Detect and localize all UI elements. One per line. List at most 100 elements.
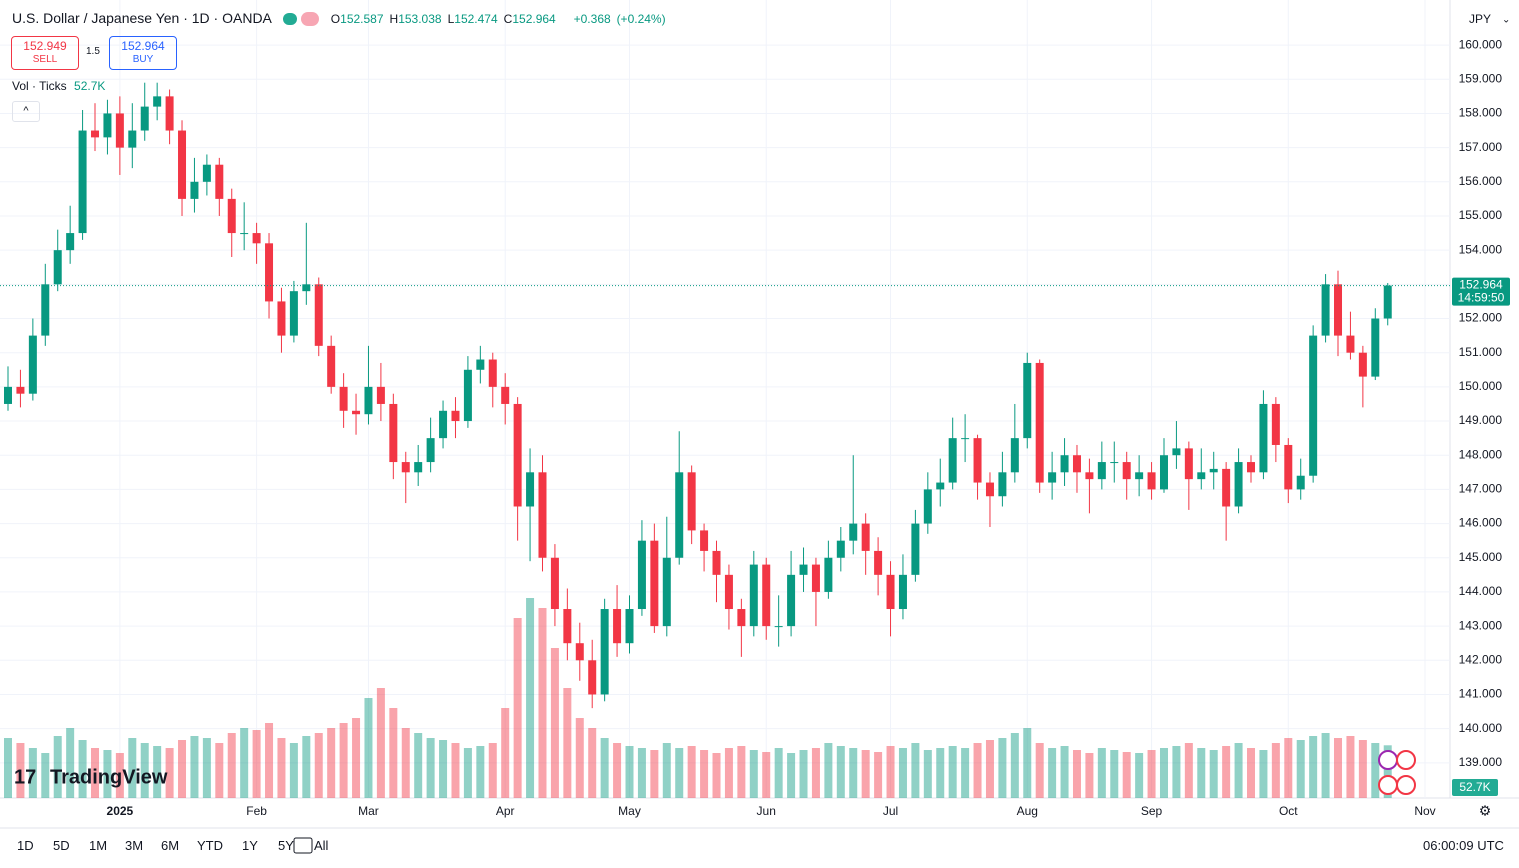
candle-body xyxy=(289,291,298,336)
y-tick-label: 142.000 xyxy=(1459,652,1503,666)
candle-body xyxy=(1035,362,1044,483)
ohlc-value: 152.587 xyxy=(340,12,384,26)
volume-bar xyxy=(600,738,609,798)
candle-body xyxy=(202,164,211,182)
range-button[interactable]: YTD xyxy=(197,838,223,853)
volume-bar xyxy=(1234,743,1243,798)
range-button[interactable]: 1Y xyxy=(242,838,258,853)
candle-body xyxy=(1147,472,1156,490)
range-button[interactable]: 3M xyxy=(125,838,144,853)
volume-bar xyxy=(41,753,50,798)
ohlc-key: C xyxy=(503,12,513,26)
event-icon[interactable] xyxy=(1396,750,1416,770)
sell-button[interactable]: 152.949 SELL xyxy=(11,36,79,70)
volume-bar xyxy=(339,723,348,798)
candle-body xyxy=(1234,462,1243,507)
x-tick-label: Nov xyxy=(1414,804,1435,818)
range-button[interactable]: 5D xyxy=(53,838,70,853)
spread: 1.5 xyxy=(86,46,100,57)
volume-bar xyxy=(451,743,460,798)
candle-body xyxy=(215,164,224,199)
volume-bar xyxy=(787,753,796,798)
candle-body xyxy=(874,550,883,575)
candle-body xyxy=(575,643,584,661)
volume-bar xyxy=(1072,750,1081,798)
ohlc-item: O152.587 xyxy=(331,12,390,26)
volume-bar xyxy=(662,743,671,798)
volume-bar xyxy=(1321,733,1330,798)
y-tick-label: 160.000 xyxy=(1459,37,1503,51)
candle-body xyxy=(811,564,820,592)
volume-bar xyxy=(190,736,199,798)
volume-bar xyxy=(1097,748,1106,798)
candle-body xyxy=(1371,318,1380,377)
ohlc-key: L xyxy=(447,12,455,26)
volume-bar xyxy=(327,728,336,798)
volume-bar xyxy=(550,648,559,798)
candle-body xyxy=(91,130,100,138)
candle-body xyxy=(886,574,895,610)
y-tick-label: 150.000 xyxy=(1459,379,1503,393)
y-tick-label: 154.000 xyxy=(1459,242,1503,256)
candle-body xyxy=(824,557,833,592)
event-icon[interactable] xyxy=(1378,750,1398,770)
volume-bar xyxy=(998,738,1007,798)
volume-bar xyxy=(1296,740,1305,798)
volume-bar xyxy=(1383,745,1392,798)
candle-body xyxy=(53,250,62,285)
candle-body xyxy=(1072,455,1081,473)
settings-icon[interactable]: ⚙ xyxy=(1479,803,1492,819)
range-button[interactable]: 1M xyxy=(89,838,108,853)
event-icon[interactable] xyxy=(1396,775,1416,795)
volume-bar xyxy=(414,733,423,798)
range-button[interactable]: 5Y xyxy=(278,838,294,853)
sell-price: 152.949 xyxy=(23,39,67,53)
volume-bar xyxy=(526,598,535,798)
date-range-icon[interactable] xyxy=(293,837,313,854)
candle-body xyxy=(662,557,671,627)
volume-bar xyxy=(1222,746,1231,798)
range-button[interactable]: 1D xyxy=(17,838,34,853)
candle-body xyxy=(78,130,87,234)
candle-body xyxy=(1122,462,1131,480)
event-icon[interactable] xyxy=(1378,775,1398,795)
currency[interactable]: JPY xyxy=(1469,12,1491,26)
candle-body xyxy=(1284,444,1293,490)
volume-bar xyxy=(575,718,584,798)
buy-button[interactable]: 152.964 BUY xyxy=(109,36,177,70)
volume-bar xyxy=(712,753,721,798)
volume-bar xyxy=(836,746,845,798)
candle-body xyxy=(799,564,808,575)
currency-caret[interactable]: ⌄ xyxy=(1502,15,1510,26)
data-status xyxy=(300,12,319,27)
volume-bar xyxy=(1247,748,1255,798)
volume-bar xyxy=(923,750,932,798)
y-tick-label: 149.000 xyxy=(1459,413,1503,427)
candle-body xyxy=(948,438,957,483)
clock: 06:00:09 UTC xyxy=(1423,838,1504,853)
range-button[interactable]: All xyxy=(314,838,329,853)
collapse-button[interactable]: ^ xyxy=(12,101,40,122)
ohlc-key: O xyxy=(330,12,341,26)
y-tick-label: 145.000 xyxy=(1459,550,1503,564)
volume-bar xyxy=(202,738,211,798)
volume-bar xyxy=(439,740,448,798)
candle-body xyxy=(4,386,12,404)
candle-body xyxy=(389,403,398,463)
candle-body xyxy=(1135,472,1144,480)
candle-body xyxy=(128,130,137,148)
volume-bar xyxy=(128,738,137,798)
y-tick-label: 147.000 xyxy=(1459,482,1503,496)
candle-body xyxy=(439,410,448,439)
y-tick-label: 151.000 xyxy=(1459,345,1503,359)
candle-body xyxy=(737,609,746,627)
candle-body xyxy=(314,284,323,346)
volume-axis-label: 52.7K xyxy=(1459,780,1490,794)
range-button[interactable]: 6M xyxy=(161,838,180,853)
volume-value: 52.7K xyxy=(74,79,106,93)
volume-bar xyxy=(140,743,149,798)
buy-price: 152.964 xyxy=(121,39,165,53)
volume-bar xyxy=(1010,733,1019,798)
symbol[interactable]: U.S. Dollar / Japanese Yen · 1D · OANDA xyxy=(12,10,272,26)
